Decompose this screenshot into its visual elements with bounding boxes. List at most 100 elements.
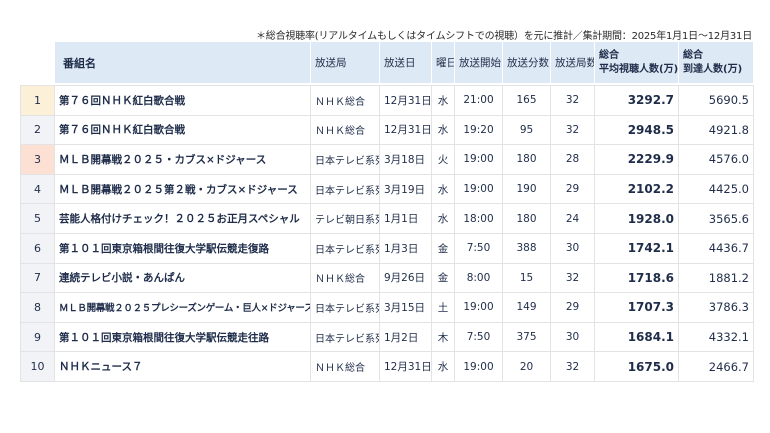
program-title: 第７６回ＮＨＫ紅白歌合戦 xyxy=(54,85,311,116)
station-cell: ＮＨＫ総合 xyxy=(310,351,380,382)
minutes-cell: 180 xyxy=(502,144,551,175)
header-reach-line2: 到達人数(万) xyxy=(683,63,743,75)
program-title: 第１０１回東京箱根間往復大学駅伝競走復路 xyxy=(54,232,311,264)
start-cell: 19:00 xyxy=(454,173,503,205)
station-cell: 日本テレビ系列 xyxy=(310,292,380,323)
start-cell: 8:00 xyxy=(454,262,503,294)
day-cell: 木 xyxy=(431,321,455,353)
avg-viewers-cell: 1718.6 xyxy=(594,262,679,294)
table-row: 5 芸能人格付けチェック！２０２５お正月スペシャル テレビ朝日系列 1月1日 水… xyxy=(20,203,754,234)
date-cell: 1月2日 xyxy=(379,321,432,353)
start-cell: 19:20 xyxy=(454,114,503,146)
day-cell: 水 xyxy=(431,351,455,382)
rank-cell: 1 xyxy=(20,85,55,116)
station-count-cell: 30 xyxy=(550,321,595,353)
reach-cell: 4332.1 xyxy=(678,321,754,353)
table-row: 7 連続テレビ小説・あんぱん ＮＨＫ総合 9月26日 金 8:00 15 32 … xyxy=(20,262,754,294)
program-title: ＮＨＫニュース７ xyxy=(54,351,311,382)
avg-viewers-cell: 2948.5 xyxy=(594,114,679,146)
station-cell: 日本テレビ系列 xyxy=(310,321,380,353)
rank-cell: 6 xyxy=(20,232,55,264)
avg-viewers-cell: 1928.0 xyxy=(594,203,679,234)
station-count-cell: 24 xyxy=(550,203,595,234)
avg-viewers-cell: 3292.7 xyxy=(594,85,679,116)
rank-cell: 3 xyxy=(20,144,55,175)
date-cell: 3月15日 xyxy=(379,292,432,323)
station-cell: ＮＨＫ総合 xyxy=(310,85,380,116)
day-cell: 水 xyxy=(431,203,455,234)
date-cell: 1月1日 xyxy=(379,203,432,234)
rank-cell: 8 xyxy=(20,292,55,323)
program-title: ＭＬＢ開幕戦２０２５・カブス×ドジャース xyxy=(54,144,311,175)
date-cell: 12月31日 xyxy=(379,114,432,146)
table-row: 3 ＭＬＢ開幕戦２０２５・カブス×ドジャース 日本テレビ系列 3月18日 火 1… xyxy=(20,144,754,175)
day-cell: 水 xyxy=(431,173,455,205)
avg-viewers-cell: 1742.1 xyxy=(594,232,679,264)
station-cell: ＮＨＫ総合 xyxy=(310,262,380,294)
header-minutes: 放送分数 xyxy=(502,42,551,83)
reach-cell: 4436.7 xyxy=(678,232,754,264)
minutes-cell: 388 xyxy=(502,232,551,264)
start-cell: 21:00 xyxy=(454,85,503,116)
header-avg-line2: 平均視聴人数(万) xyxy=(599,63,679,75)
minutes-cell: 95 xyxy=(502,114,551,146)
avg-viewers-cell: 2102.2 xyxy=(594,173,679,205)
header-start: 放送開始 xyxy=(454,42,503,83)
rank-cell: 10 xyxy=(20,351,55,382)
table-row: 6 第１０１回東京箱根間往復大学駅伝競走復路 日本テレビ系列 1月3日 金 7:… xyxy=(20,232,754,264)
program-title: 芸能人格付けチェック！２０２５お正月スペシャル xyxy=(54,203,311,234)
table-row: 9 第１０１回東京箱根間往復大学駅伝競走往路 日本テレビ系列 1月2日 木 7:… xyxy=(20,321,754,353)
reach-cell: 3786.3 xyxy=(678,292,754,323)
table-row: 4 ＭＬＢ開幕戦２０２５第２戦・カブス×ドジャース 日本テレビ系列 3月19日 … xyxy=(20,173,754,205)
program-title: ＭＬＢ開幕戦２０２５プレシーズンゲーム・巨人×ドジャース xyxy=(54,292,311,323)
date-cell: 1月3日 xyxy=(379,232,432,264)
reach-cell: 5690.5 xyxy=(678,85,754,116)
header-reach-line1: 総合 xyxy=(683,49,703,61)
reach-cell: 4576.0 xyxy=(678,144,754,175)
day-cell: 金 xyxy=(431,232,455,264)
reach-cell: 4425.0 xyxy=(678,173,754,205)
start-cell: 19:00 xyxy=(454,144,503,175)
reach-cell: 4921.8 xyxy=(678,114,754,146)
day-cell: 金 xyxy=(431,262,455,294)
rank-cell: 7 xyxy=(20,262,55,294)
date-cell: 12月31日 xyxy=(379,85,432,116)
station-cell: ＮＨＫ総合 xyxy=(310,114,380,146)
start-cell: 19:00 xyxy=(454,351,503,382)
header-avg: 総合 平均視聴人数(万) xyxy=(594,42,679,83)
header-day: 曜日 xyxy=(431,42,455,83)
station-count-cell: 32 xyxy=(550,351,595,382)
reach-cell: 1881.2 xyxy=(678,262,754,294)
day-cell: 土 xyxy=(431,292,455,323)
station-count-cell: 30 xyxy=(550,232,595,264)
program-title: ＭＬＢ開幕戦２０２５第２戦・カブス×ドジャース xyxy=(54,173,311,205)
minutes-cell: 375 xyxy=(502,321,551,353)
header-station: 放送局 xyxy=(310,42,380,83)
header-date: 放送日 xyxy=(379,42,432,83)
station-cell: 日本テレビ系列 xyxy=(310,173,380,205)
avg-viewers-cell: 1675.0 xyxy=(594,351,679,382)
start-cell: 7:50 xyxy=(454,232,503,264)
program-title: 第７６回ＮＨＫ紅白歌合戦 xyxy=(54,114,311,146)
rank-cell: 2 xyxy=(20,114,55,146)
date-cell: 3月19日 xyxy=(379,173,432,205)
date-cell: 12月31日 xyxy=(379,351,432,382)
day-cell: 水 xyxy=(431,85,455,116)
avg-viewers-cell: 2229.9 xyxy=(594,144,679,175)
program-title: 連続テレビ小説・あんぱん xyxy=(54,262,311,294)
header-reach: 総合到達人数(万) xyxy=(678,42,754,83)
minutes-cell: 190 xyxy=(502,173,551,205)
station-count-cell: 29 xyxy=(550,173,595,205)
table-row: 8 ＭＬＢ開幕戦２０２５プレシーズンゲーム・巨人×ドジャース 日本テレビ系列 3… xyxy=(20,292,754,323)
station-count-cell: 29 xyxy=(550,292,595,323)
ranking-table: 番組名 放送局 放送日 曜日 放送開始 放送分数 放送局数 総合平均視聴人数(万… xyxy=(20,42,754,382)
date-cell: 9月26日 xyxy=(379,262,432,294)
aggregation-note: ＊総合視聴率(リアルタイムもしくはタイムシフトでの視聴）を元に推計／集計期間：2… xyxy=(255,31,752,42)
day-cell: 水 xyxy=(431,114,455,146)
table-row: 2 第７６回ＮＨＫ紅白歌合戦 ＮＨＫ総合 12月31日 水 19:20 95 3… xyxy=(20,114,754,146)
station-cell: 日本テレビ系列 xyxy=(310,144,380,175)
rank-cell: 9 xyxy=(20,321,55,353)
table-row: 1 第７６回ＮＨＫ紅白歌合戦 ＮＨＫ総合 12月31日 水 21:00 165 … xyxy=(20,85,754,116)
reach-cell: 3565.6 xyxy=(678,203,754,234)
station-cell: 日本テレビ系列 xyxy=(310,232,380,264)
